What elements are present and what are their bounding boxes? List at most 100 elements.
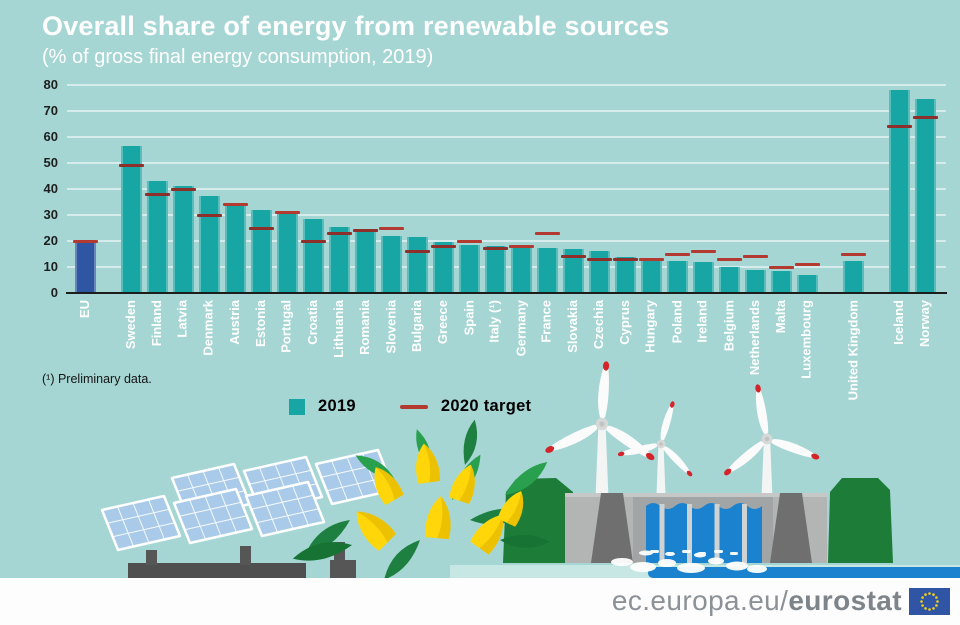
x-label-czechia: Czechia bbox=[591, 300, 606, 350]
y-tick-70: 70 bbox=[43, 103, 58, 118]
target-bulgaria bbox=[404, 249, 430, 253]
target-netherlands bbox=[742, 255, 768, 259]
bar-belgium bbox=[718, 267, 740, 293]
bar-hungary bbox=[640, 260, 662, 293]
target-croatia bbox=[300, 239, 326, 243]
x-axis-line bbox=[66, 292, 947, 294]
bar-spain bbox=[458, 245, 480, 293]
x-label-luxembourg: Luxembourg bbox=[799, 300, 814, 379]
target-greece bbox=[430, 244, 456, 248]
target-austria bbox=[222, 203, 248, 207]
target-latvia bbox=[170, 187, 196, 191]
target-eu bbox=[72, 239, 98, 243]
bar-czechia bbox=[588, 250, 610, 293]
x-label-belgium: Belgium bbox=[721, 300, 736, 352]
x-label-slovakia: Slovakia bbox=[565, 300, 580, 353]
y-tick-60: 60 bbox=[43, 129, 58, 144]
x-label-lithuania: Lithuania bbox=[331, 300, 346, 358]
page-title: Overall share of energy from renewable s… bbox=[42, 11, 670, 41]
target-united-kingdom bbox=[840, 252, 866, 256]
footer-url-bold: eurostat bbox=[788, 585, 902, 616]
river-water bbox=[648, 567, 960, 578]
bar-italy bbox=[484, 245, 506, 293]
target-lithuania bbox=[326, 231, 352, 235]
solar-panel-array-icon bbox=[100, 448, 396, 578]
legend-target-swatch bbox=[399, 404, 428, 409]
target-italy bbox=[482, 247, 508, 251]
gridline-60 bbox=[67, 136, 946, 138]
bar-poland bbox=[666, 261, 688, 293]
target-slovenia bbox=[378, 226, 404, 230]
x-label-ireland: Ireland bbox=[695, 300, 710, 343]
target-sweden bbox=[118, 164, 144, 168]
right-hill-icon bbox=[828, 478, 893, 563]
target-malta bbox=[768, 265, 794, 269]
gridline-10 bbox=[67, 266, 946, 268]
wind-turbine-icon bbox=[708, 376, 822, 508]
bar-sweden bbox=[120, 146, 142, 293]
bar-slovenia bbox=[380, 235, 402, 293]
x-label-france: France bbox=[539, 300, 554, 343]
footer-url: ec.europa.eu/eurostat bbox=[612, 585, 902, 617]
target-ireland bbox=[690, 249, 716, 253]
x-label-finland: Finland bbox=[149, 300, 164, 347]
y-tick-10: 10 bbox=[43, 259, 58, 274]
bar-latvia bbox=[172, 186, 194, 293]
target-portugal bbox=[274, 210, 300, 214]
gridline-70 bbox=[67, 110, 946, 112]
bar-norway bbox=[914, 99, 936, 293]
x-label-spain: Spain bbox=[461, 300, 476, 336]
bar-lithuania bbox=[328, 226, 350, 293]
x-label-eu: EU bbox=[77, 300, 92, 319]
target-spain bbox=[456, 239, 482, 243]
target-france bbox=[534, 231, 560, 235]
bar-bulgaria bbox=[406, 236, 428, 293]
legend-2019-label: 2019 bbox=[318, 397, 356, 415]
eu-flag-icon bbox=[909, 587, 950, 615]
target-czechia bbox=[586, 257, 612, 261]
x-label-romania: Romania bbox=[357, 300, 372, 355]
bar-netherlands bbox=[744, 270, 766, 293]
target-romania bbox=[352, 229, 378, 233]
x-label-estonia: Estonia bbox=[253, 300, 268, 347]
bar-romania bbox=[354, 229, 376, 293]
gridline-30 bbox=[67, 214, 946, 216]
footnote: (¹) Preliminary data. bbox=[42, 372, 152, 386]
bar-estonia bbox=[250, 210, 272, 293]
x-label-cyprus: Cyprus bbox=[617, 300, 632, 345]
gridline-40 bbox=[67, 188, 946, 190]
bar-iceland bbox=[888, 89, 910, 293]
wind-turbine-icon bbox=[543, 357, 664, 502]
x-label-sweden: Sweden bbox=[123, 300, 138, 350]
x-label-poland: Poland bbox=[669, 300, 684, 344]
bar-ireland bbox=[692, 261, 714, 293]
x-label-austria: Austria bbox=[227, 300, 242, 345]
target-norway bbox=[912, 116, 938, 119]
x-label-greece: Greece bbox=[435, 300, 450, 345]
bar-luxembourg bbox=[796, 274, 818, 293]
bar-cyprus bbox=[614, 257, 636, 293]
x-label-portugal: Portugal bbox=[279, 300, 294, 353]
bar-austria bbox=[224, 205, 246, 293]
y-tick-0: 0 bbox=[50, 285, 58, 300]
target-estonia bbox=[248, 226, 274, 230]
x-label-netherlands: Netherlands bbox=[747, 300, 762, 376]
chart-legend: 2019 2020 target bbox=[289, 397, 531, 416]
x-label-croatia: Croatia bbox=[305, 300, 320, 345]
x-label-slovenia: Slovenia bbox=[383, 300, 398, 354]
target-luxembourg bbox=[794, 262, 820, 266]
hydro-dam-icon bbox=[565, 493, 827, 573]
gridline-50 bbox=[67, 162, 946, 164]
target-hungary bbox=[638, 257, 664, 261]
bar-croatia bbox=[302, 218, 324, 293]
x-label-latvia: Latvia bbox=[175, 300, 190, 338]
bar-denmark bbox=[198, 196, 220, 293]
y-tick-20: 20 bbox=[43, 233, 58, 248]
x-label-germany: Germany bbox=[513, 300, 528, 357]
footer-url-regular: ec.europa.eu/ bbox=[611, 585, 789, 616]
x-label-bulgaria: Bulgaria bbox=[409, 300, 424, 353]
x-label-united-kingdom: United Kingdom bbox=[845, 300, 860, 401]
target-finland bbox=[144, 192, 170, 196]
